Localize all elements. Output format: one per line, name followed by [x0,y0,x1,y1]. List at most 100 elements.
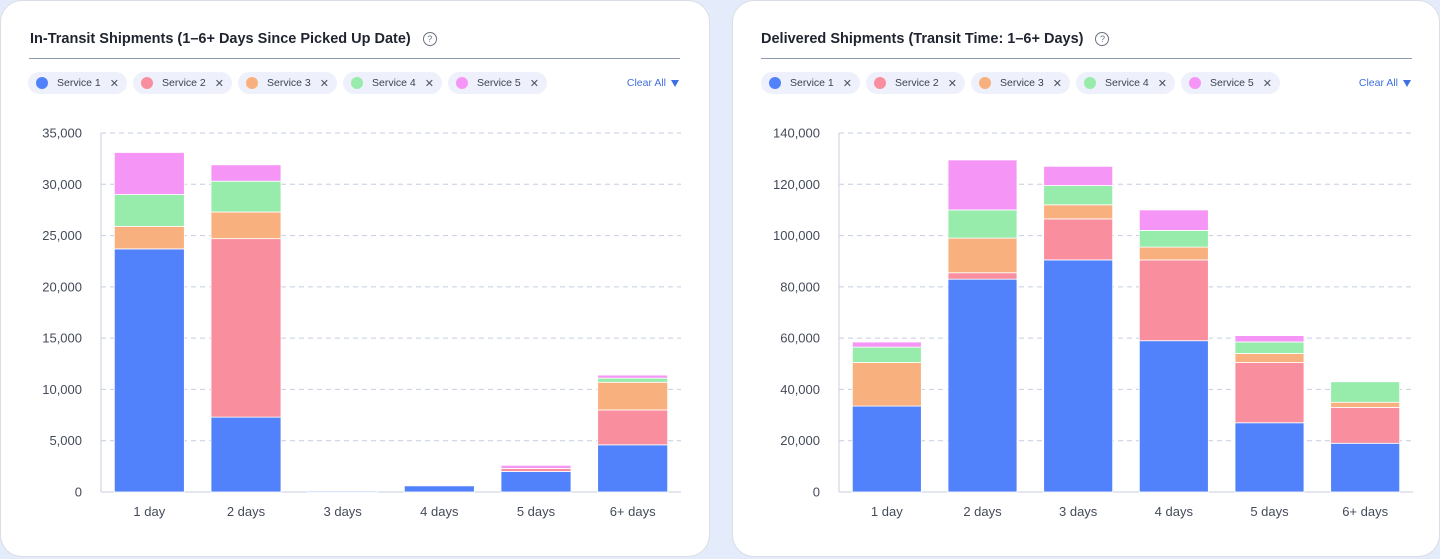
bar-segment-service-1[interactable] [403,485,475,493]
close-icon[interactable]: ✕ [947,77,957,90]
in-transit-title: In-Transit Shipments (1–6+ Days Since Pi… [30,31,411,47]
chip-label: Service 4 [372,77,416,89]
chip-service-2[interactable]: Service 2 ✕ [133,72,232,94]
help-icon[interactable]: ? [1095,32,1110,46]
bar-segment-service-3[interactable] [1043,204,1114,220]
bar-segment-service-2[interactable] [500,468,572,472]
bar-segment-service-1[interactable] [113,248,185,493]
delivered-panel: Delivered Shipments (Transit Time: 1–6+ … [732,0,1440,557]
bar-segment-service-2[interactable] [1043,218,1114,261]
bar-segment-service-5[interactable] [1138,209,1209,231]
chip-service-3[interactable]: Service 3 ✕ [971,72,1070,94]
bar-segment-service-5[interactable] [851,341,922,348]
chip-service-4[interactable]: Service 4 ✕ [1076,72,1175,94]
caret-down-icon [671,79,679,87]
bar-segment-service-5[interactable] [1043,165,1114,186]
y-tick-label: 25,000 [42,228,82,243]
close-icon[interactable]: ✕ [1052,77,1062,90]
bar-segment-service-4[interactable] [947,209,1018,239]
bar-segment-service-5[interactable] [210,164,282,182]
bar-segment-service-3[interactable] [597,381,669,411]
bar-segment-service-1[interactable] [210,416,282,493]
service-2-dot [141,77,153,89]
bar-segment-service-1[interactable] [597,444,669,493]
bar-segment-service-4[interactable] [1330,381,1401,403]
chip-label: Service 2 [895,77,939,89]
bar-segment-service-5[interactable] [113,152,185,195]
chip-label: Service 1 [790,77,834,89]
chip-service-5[interactable]: Service 5 ✕ [1181,72,1280,94]
close-icon[interactable]: ✕ [319,77,329,90]
chip-service-1[interactable]: Service 1 ✕ [28,72,127,94]
close-icon[interactable]: ✕ [842,77,852,90]
bar-segment-service-3[interactable] [1234,353,1305,363]
service-1-dot [769,77,781,89]
bar-segment-service-1[interactable] [500,471,572,493]
close-icon[interactable]: ✕ [1157,77,1167,90]
clear-all-label: Clear All [626,77,666,89]
close-icon[interactable]: ✕ [214,77,224,90]
chip-service-4[interactable]: Service 4 ✕ [343,72,442,94]
bar-segment-service-2[interactable] [947,272,1018,280]
clear-all-label: Clear All [1358,77,1398,89]
y-tick-label: 5,000 [49,433,82,448]
bar-segment-service-1[interactable] [851,405,922,493]
header-divider [761,58,1412,59]
bar-segment-service-4[interactable] [210,180,282,213]
bar-segment-service-2[interactable] [210,238,282,418]
bar-segment-service-3[interactable] [851,362,922,407]
service-5-dot [1189,77,1201,89]
bar-segment-service-3[interactable] [210,211,282,240]
bar-segment-service-1[interactable] [1234,422,1305,493]
y-tick-label: 40,000 [780,382,820,397]
y-tick-label: 15,000 [42,331,82,346]
chip-label: Service 2 [162,77,206,89]
clear-all-button[interactable]: Clear All [627,77,679,89]
y-tick-label: 10,000 [42,382,82,397]
chip-service-5[interactable]: Service 5 ✕ [448,72,547,94]
bar-segment-service-4[interactable] [113,194,185,227]
bar-segment-service-5[interactable] [947,159,1018,211]
bar-segment-service-1[interactable] [1043,259,1114,493]
y-tick-label: 80,000 [780,279,820,294]
bar-segment-service-2[interactable] [1330,406,1401,444]
close-icon[interactable]: ✕ [1262,77,1272,90]
service-filter-chips: Service 1 ✕ Service 2 ✕ Service 3 ✕ Serv… [761,72,1280,94]
bar-segment-service-5[interactable] [597,374,669,379]
bar-segment-service-1[interactable] [307,490,379,493]
help-icon[interactable]: ? [422,32,437,46]
bar-segment-service-4[interactable] [851,346,922,363]
service-3-dot [246,77,258,89]
x-tick-label: 6+ days [610,504,656,519]
bar-segment-service-2[interactable] [597,409,669,446]
bar-segment-service-3[interactable] [113,225,185,250]
bar-segment-service-2[interactable] [1234,362,1305,424]
bar-segment-service-3[interactable] [947,237,1018,274]
delivered-header: Delivered Shipments (Transit Time: 1–6+ … [761,29,1110,49]
bar-segment-service-3[interactable] [1330,401,1401,408]
close-icon[interactable]: ✕ [424,77,434,90]
bar-segment-service-4[interactable] [1043,185,1114,206]
service-4-dot [1084,77,1096,89]
bar-segment-service-1[interactable] [1138,340,1209,493]
in-transit-header: In-Transit Shipments (1–6+ Days Since Pi… [30,29,437,49]
bar-segment-service-2[interactable] [1138,259,1209,342]
chip-service-3[interactable]: Service 3 ✕ [238,72,337,94]
bar-segment-service-5[interactable] [1234,335,1305,343]
x-tick-label: 3 days [1059,504,1098,519]
bar-segment-service-4[interactable] [1138,230,1209,248]
bar-segment-service-1[interactable] [947,278,1018,493]
chip-service-2[interactable]: Service 2 ✕ [866,72,965,94]
clear-all-button[interactable]: Clear All [1359,77,1411,89]
y-tick-label: 0 [75,485,82,500]
close-icon[interactable]: ✕ [529,77,539,90]
bar-segment-service-4[interactable] [1234,341,1305,354]
bar-segment-service-4[interactable] [597,377,669,383]
chip-service-1[interactable]: Service 1 ✕ [761,72,860,94]
bar-segment-service-5[interactable] [500,464,572,469]
chip-label: Service 5 [477,77,521,89]
close-icon[interactable]: ✕ [109,77,119,90]
bar-segment-service-3[interactable] [1138,246,1209,261]
chip-label: Service 3 [1000,77,1044,89]
bar-segment-service-1[interactable] [1330,442,1401,493]
